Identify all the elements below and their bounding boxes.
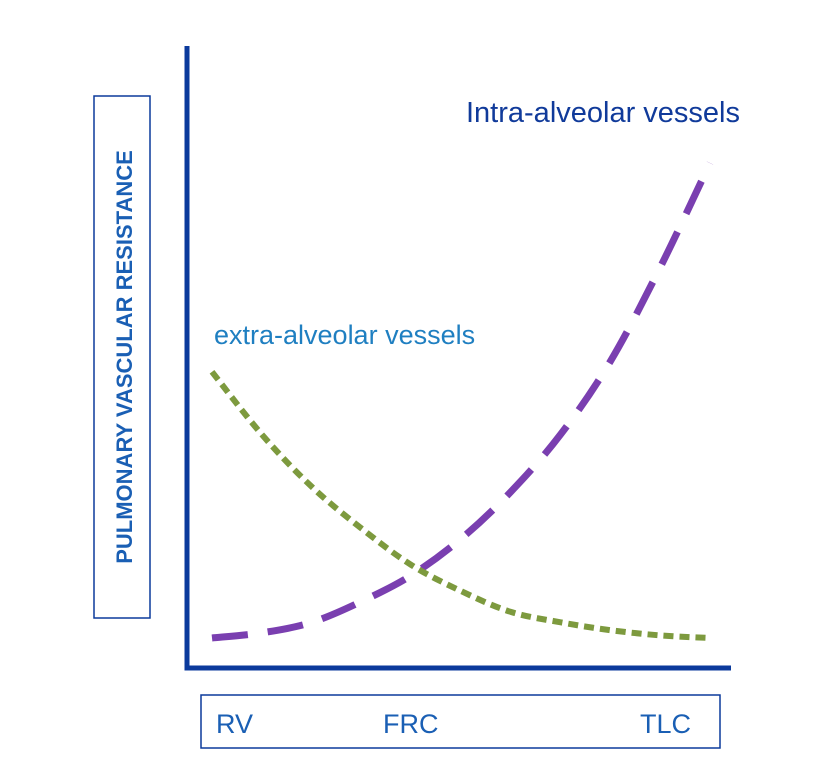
x-tick-label-frc: FRC <box>383 709 439 739</box>
series-lines <box>209 161 714 642</box>
x-tick-label-rv: RV <box>216 709 253 739</box>
x-axis-label-box <box>200 694 721 749</box>
y-axis-label: PULMONARY VASCULAR RESISTANCE <box>112 150 137 564</box>
series-line-intra-alveolar <box>211 161 714 642</box>
x-tick-label-tlc: TLC <box>640 709 691 739</box>
series-line-extra-alveolar <box>209 369 711 641</box>
x-tick-labels: RV FRC TLC <box>216 709 691 739</box>
y-axis-label-box <box>93 95 151 619</box>
series-label-intra-alveolar: Intra-alveolar vessels <box>466 97 740 129</box>
series-label-extra-alveolar: extra-alveolar vessels <box>214 320 475 350</box>
